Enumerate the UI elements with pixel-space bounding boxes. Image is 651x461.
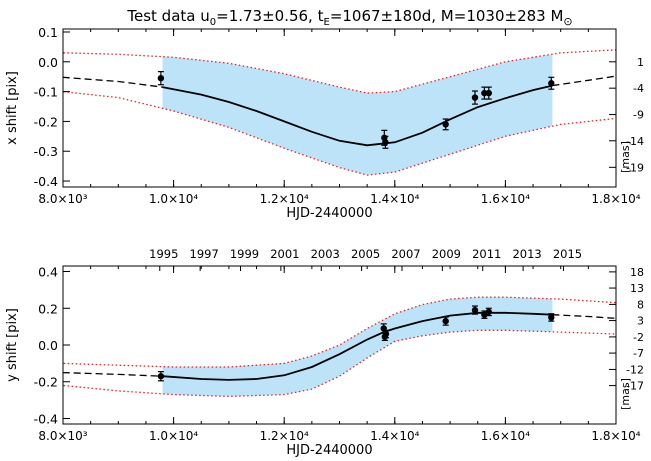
x-data-point <box>442 118 449 131</box>
y-year-tick-label: 2001 <box>270 247 299 261</box>
x-series-dotted-3 <box>63 49 616 94</box>
y-marker <box>442 317 449 325</box>
x-right-axis-label: [mas] <box>619 141 632 173</box>
y-shift-panel: 8.0×10³ 1.0×10⁴ 1.2×10⁴ 1.4×10⁴ 1.6×10⁴ 1.8×1… <box>5 247 644 458</box>
y-marker <box>157 373 165 380</box>
x-series-dashed-2 <box>552 75 616 87</box>
x-marker <box>548 80 555 87</box>
y-right-tick-label: 3 <box>637 315 644 328</box>
y-marker <box>382 330 390 338</box>
y-x-axis-label: HJD-2440000 <box>286 443 372 458</box>
y-marker <box>548 314 555 321</box>
x-marker <box>471 94 479 101</box>
y-plot-area <box>63 296 616 398</box>
x-y-tick-label: 0.1 <box>38 25 58 40</box>
y-year-tick-label: 2003 <box>311 247 340 261</box>
x-confidence-band <box>162 54 553 175</box>
y-year-tick-label: 1997 <box>190 247 219 261</box>
x-y-tick-label: -0.3 <box>34 144 58 159</box>
y-series-dashed-0 <box>63 371 163 377</box>
x-series-dashed-0 <box>63 76 163 88</box>
y-right-tick-label: -7 <box>633 347 644 360</box>
y-y-tick-label: -0.2 <box>34 375 58 390</box>
y-right-tick-label: -2 <box>633 331 644 344</box>
x-shift-panel: 8.0×10³ 1.0×10⁴ 1.2×10⁴ 1.4×10⁴ 1.6×10⁴ 1.8×1… <box>5 25 644 221</box>
y-year-tick-label: 2015 <box>553 247 582 261</box>
x-marker <box>481 89 488 97</box>
y-data-point <box>442 316 449 326</box>
y-data-point <box>382 329 390 339</box>
x-y-tick-label: -0.1 <box>34 85 58 100</box>
y-year-tick-label: 2011 <box>472 247 501 261</box>
y-series-dashed-2 <box>552 314 616 320</box>
y-year-tick-label: 1995 <box>149 247 178 261</box>
x-right-tick-label: -9 <box>633 109 644 122</box>
y-confidence-band <box>162 297 553 397</box>
y-data-point <box>471 305 479 315</box>
x-right-tick-label: -19 <box>626 161 644 174</box>
x-marker <box>442 121 449 128</box>
y-y-tick-label: 0.2 <box>38 301 58 316</box>
y-data-point <box>157 371 165 382</box>
y-x-tick-label: 1.0×10⁴ <box>149 429 198 443</box>
y-y-axis-label: y shift [pix] <box>5 308 20 382</box>
y-x-tick-label: 1.4×10⁴ <box>370 429 419 443</box>
x-y-tick-label: -0.4 <box>34 174 58 189</box>
x-x-tick-label: 1.4×10⁴ <box>370 192 419 206</box>
y-year-tick-label: 2013 <box>512 247 541 261</box>
y-right-axis-label: [mas] <box>619 378 632 410</box>
x-marker <box>382 139 389 146</box>
y-x-tick-label: 1.2×10⁴ <box>260 429 309 443</box>
x-data-point <box>471 90 479 105</box>
x-x-tick-label: 1.8×10⁴ <box>591 192 640 206</box>
y-y-tick-label: -0.4 <box>34 411 58 426</box>
x-marker <box>157 74 165 82</box>
x-x-tick-label: 1.0×10⁴ <box>149 192 198 206</box>
y-series-dotted-4 <box>63 329 616 398</box>
y-data-point <box>548 313 555 322</box>
y-right-tick-label: -12 <box>626 363 644 376</box>
x-right-tick-label: -4 <box>633 82 644 95</box>
y-y-tick-label: 0.4 <box>38 265 58 280</box>
y-right-tick-label: 8 <box>637 298 644 311</box>
x-x-tick-label: 1.6×10⁴ <box>481 192 530 206</box>
y-year-tick-label: 2005 <box>351 247 380 261</box>
x-data-point <box>382 135 389 149</box>
x-right-tick-label: -14 <box>626 135 644 148</box>
x-y-tick-label: -0.2 <box>34 114 58 129</box>
y-data-point <box>485 307 493 317</box>
x-x-axis-label: HJD-2440000 <box>286 206 372 221</box>
y-y-tick-label: 0.0 <box>38 338 58 353</box>
y-x-tick-label: 1.6×10⁴ <box>481 429 530 443</box>
y-year-tick-label: 1999 <box>230 247 259 261</box>
x-x-tick-label: 1.2×10⁴ <box>260 192 309 206</box>
x-series-dotted-4 <box>63 90 616 176</box>
x-y-axis-label: x shift [pix] <box>5 71 20 145</box>
y-right-tick-label: -17 <box>626 380 644 393</box>
x-plot-area <box>63 49 616 176</box>
y-marker <box>471 306 479 314</box>
x-series-solid-1 <box>162 84 553 147</box>
y-marker <box>485 308 493 316</box>
y-year-tick-label: 2009 <box>432 247 461 261</box>
y-year-tick-label: 2007 <box>391 247 420 261</box>
figure-title: Test data u0=1.73±0.56, tE=1067±180d, M=… <box>126 7 572 28</box>
x-data-point <box>157 71 165 86</box>
y-right-tick-label: 13 <box>630 282 644 295</box>
x-x-tick-label: 8.0×10³ <box>38 192 87 206</box>
x-data-point <box>548 76 555 90</box>
y-x-tick-label: 1.8×10⁴ <box>591 429 640 443</box>
x-marker <box>485 89 493 97</box>
y-right-tick-label: 18 <box>630 266 644 279</box>
x-data-point <box>485 86 493 100</box>
y-x-tick-label: 8.0×10³ <box>38 429 87 443</box>
x-data-point <box>481 86 488 100</box>
x-y-tick-label: 0.0 <box>38 55 58 70</box>
x-right-tick-label: 1 <box>637 56 644 69</box>
